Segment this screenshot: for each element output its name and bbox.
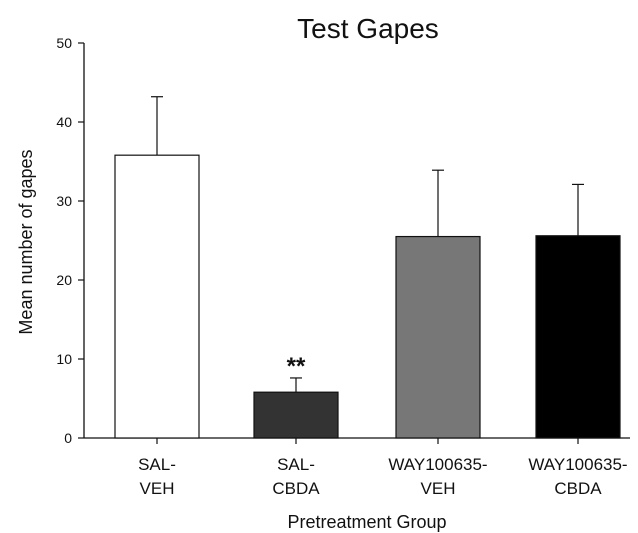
significance-marker: ** — [287, 353, 306, 380]
x-tick-label: CBDA — [272, 479, 320, 498]
plot-area: 0 10 20 30 40 50 SAL- VEH SAL- CBDA WAY100635- VEH W… — [56, 35, 630, 498]
x-tick-label: SAL- — [277, 455, 315, 474]
y-tick-label: 10 — [56, 351, 72, 367]
x-axis-title: Pretreatment Group — [287, 512, 446, 532]
x-tick-label: SAL- — [138, 455, 176, 474]
chart-title: Test Gapes — [297, 13, 439, 44]
bar — [114, 154, 200, 439]
y-tick-label: 30 — [56, 193, 72, 209]
x-tick-label: CBDA — [554, 479, 602, 498]
y-tick-label: 40 — [56, 114, 72, 130]
y-tick-label: 50 — [56, 35, 72, 51]
bar — [395, 235, 481, 439]
y-tick-label: 20 — [56, 272, 72, 288]
bar — [253, 391, 339, 439]
x-tick-label: VEH — [140, 479, 175, 498]
x-tick-label: VEH — [421, 479, 456, 498]
y-axis-title: Mean number of gapes — [16, 149, 36, 334]
x-tick-label: WAY100635- — [528, 455, 627, 474]
x-tick-label: WAY100635- — [388, 455, 487, 474]
bar — [535, 235, 621, 439]
y-tick-label: 0 — [64, 430, 72, 446]
